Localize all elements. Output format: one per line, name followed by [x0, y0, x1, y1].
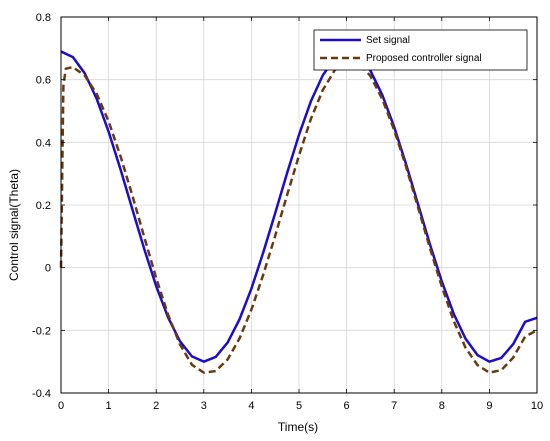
- series-line-proposed-controller-signal: [59, 59, 538, 374]
- x-tick-label: 6: [344, 400, 350, 412]
- y-tick-label: 0: [45, 263, 51, 275]
- x-axis-label: Time(s): [278, 420, 318, 434]
- x-tick-label: 4: [248, 400, 254, 412]
- y-tick-label: 0.2: [36, 200, 51, 212]
- x-tick-label: 2: [153, 400, 159, 412]
- x-tick-label: 3: [201, 400, 207, 412]
- legend-box: [313, 29, 528, 71]
- series-line-set-signal: [60, 50, 538, 363]
- tick-marks: [60, 16, 538, 394]
- x-tick-label: 5: [296, 400, 302, 412]
- legend: Set signal Proposed controller signal: [313, 29, 528, 71]
- y-tick-label: 0.6: [36, 75, 51, 87]
- x-tick-label: 1: [106, 400, 112, 412]
- x-tick-label: 10: [531, 400, 543, 412]
- legend-label-set-signal: Set signal: [366, 35, 410, 46]
- y-tick-label: 0.4: [36, 137, 51, 149]
- y-tick-label: -0.2: [32, 325, 51, 337]
- x-tick-label: 9: [486, 400, 492, 412]
- legend-label-proposed-controller-signal: Proposed controller signal: [366, 53, 482, 64]
- x-tick-label: 8: [439, 400, 445, 412]
- x-tick-label: 7: [391, 400, 397, 412]
- series-layer: [59, 50, 538, 374]
- y-tick-label: 0.8: [36, 12, 51, 24]
- tick-labels: 0 1 2 3 4 5 6 7 8 9 10 -0.4 -0.2 0 0.2 0.4 0.6 0.8: [32, 12, 543, 412]
- x-tick-label: 0: [58, 400, 64, 412]
- y-tick-label: -0.4: [32, 388, 51, 400]
- y-axis-label: Control signal(Theta): [7, 169, 21, 281]
